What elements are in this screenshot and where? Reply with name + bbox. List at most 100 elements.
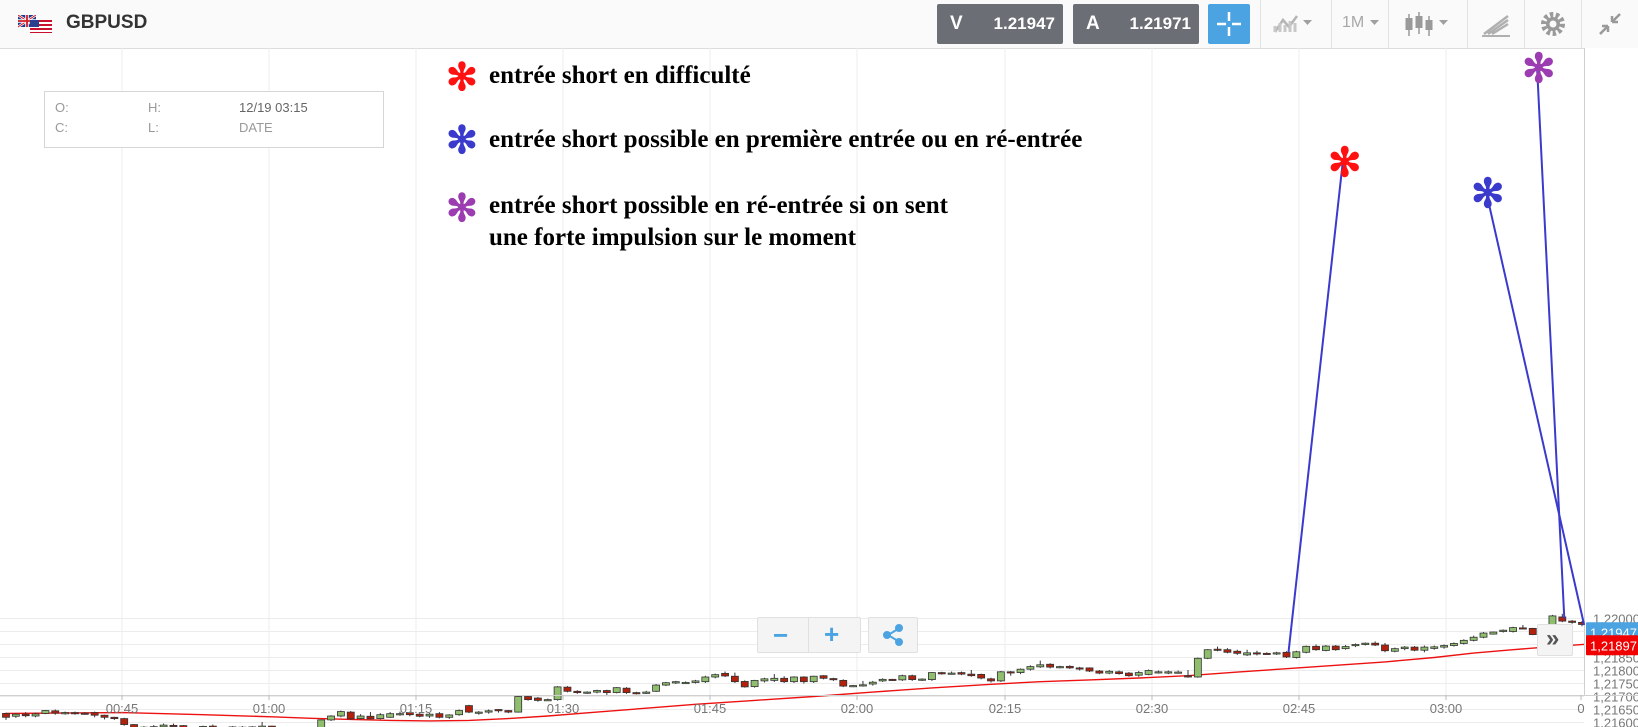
bull-candle-body xyxy=(317,719,326,727)
settings-button[interactable] xyxy=(1524,0,1581,48)
bear-candle-body xyxy=(1006,671,1015,674)
timeframe-select[interactable]: 1M xyxy=(1331,0,1388,48)
bull-candle-body xyxy=(671,681,680,684)
bear-candle-body xyxy=(977,674,986,679)
candle xyxy=(2,712,10,720)
bear-candle-body xyxy=(51,710,60,714)
candle xyxy=(1193,657,1202,678)
bull-candle-body xyxy=(445,714,454,718)
bull-candle-body xyxy=(1479,632,1488,638)
bull-candle-body xyxy=(1509,627,1517,632)
candle xyxy=(1450,642,1458,647)
candle xyxy=(1144,669,1153,676)
candle xyxy=(908,674,917,681)
candle xyxy=(967,669,976,677)
share-button[interactable] xyxy=(868,617,918,653)
candle xyxy=(1282,651,1291,659)
candle xyxy=(1095,669,1104,675)
x-tick-label: 02:30 xyxy=(1136,701,1169,716)
bull-candle-body xyxy=(868,681,877,685)
fullscreen-button[interactable] xyxy=(1581,0,1638,48)
bear-candle-body xyxy=(829,678,838,681)
chart-type-button[interactable] xyxy=(1388,0,1467,48)
y-tick-label: 1,21650 xyxy=(1593,703,1638,718)
bull-candle-body xyxy=(593,690,601,693)
candle xyxy=(1400,646,1409,651)
candle xyxy=(1459,639,1468,645)
blue-annotation-asterisk-icon: ✻ xyxy=(1471,170,1505,217)
bull-candle-body xyxy=(484,710,493,713)
bull-candle-body xyxy=(1420,646,1429,651)
candle xyxy=(1331,645,1340,651)
candle xyxy=(1390,647,1399,653)
sell-price: 1.21947 xyxy=(993,14,1055,33)
candle xyxy=(1410,646,1419,652)
candle xyxy=(1262,652,1271,655)
date-label: DATE xyxy=(239,120,273,135)
y-tick-label: 1,21750 xyxy=(1593,677,1638,692)
open-label: O: xyxy=(55,100,69,115)
bear-candle-body xyxy=(1125,672,1133,677)
x-tick-label: 01:15 xyxy=(400,701,433,716)
indicators-button[interactable] xyxy=(1260,0,1331,48)
sell-label: V xyxy=(950,13,963,34)
bull-candle-body xyxy=(514,696,523,713)
chevron-down-icon xyxy=(1370,20,1379,25)
purple-annotation-asterisk-icon: ✻ xyxy=(1522,48,1556,92)
candle xyxy=(1381,642,1389,653)
bear-candle-body xyxy=(839,679,848,687)
price-axis-background xyxy=(1584,48,1638,727)
bull-candle-body xyxy=(1322,645,1330,651)
candle xyxy=(799,676,808,684)
bear-candle-body xyxy=(90,712,99,716)
sell-button[interactable]: V 1.21947 xyxy=(937,4,1063,44)
candle xyxy=(327,715,335,721)
bear-candle-body xyxy=(524,696,532,701)
candle xyxy=(445,714,454,719)
bear-candle-body xyxy=(1115,671,1123,675)
bull-candle-body xyxy=(1164,671,1173,674)
zoom-in-button[interactable]: + xyxy=(824,619,840,649)
buy-button[interactable]: A 1.21971 xyxy=(1073,4,1199,44)
collapse-panel-button[interactable]: » xyxy=(1537,624,1573,656)
candle xyxy=(415,713,424,718)
candle xyxy=(731,672,739,683)
candle xyxy=(868,680,877,686)
candle xyxy=(1125,672,1133,677)
zoom-out-button[interactable]: − xyxy=(773,620,789,650)
candle xyxy=(396,711,404,716)
candle xyxy=(1174,670,1183,674)
bear-candle-body xyxy=(21,713,30,717)
candle xyxy=(819,675,828,680)
candle xyxy=(632,691,641,695)
double-chevron-right-icon: » xyxy=(1546,625,1560,652)
crosshair-button[interactable] xyxy=(1208,4,1250,44)
candles xyxy=(2,613,1638,727)
bull-candle-body xyxy=(1489,631,1498,635)
candle xyxy=(346,711,355,720)
bull-candle-body xyxy=(750,679,759,688)
purple-asterisk-icon: ✻ xyxy=(446,185,478,230)
legend-text-purple-1: entrée short possible en ré-entrée si on… xyxy=(489,192,948,219)
drawing-tools-button[interactable] xyxy=(1467,0,1524,48)
annotation-markers: ✻ ✻ ✻ xyxy=(1287,48,1586,653)
candle xyxy=(1085,667,1094,673)
candle xyxy=(622,687,631,694)
price-chart[interactable]: 1,220001,218501,218001,217501,217001,216… xyxy=(0,48,1638,727)
candle xyxy=(1065,665,1074,669)
x-tick-label: 01:45 xyxy=(694,701,727,716)
bear-candle-body xyxy=(1233,650,1242,654)
bear-candle-body xyxy=(1371,642,1380,646)
share-icon xyxy=(883,624,903,646)
bull-candle-body xyxy=(760,678,769,682)
candle xyxy=(169,723,178,727)
candle xyxy=(809,675,818,683)
bull-candle-body xyxy=(553,686,562,701)
instrument-symbol[interactable]: GBPUSD xyxy=(66,12,148,33)
buy-price: 1.21971 xyxy=(1129,14,1191,33)
bear-candle-body xyxy=(1184,675,1192,678)
candle xyxy=(563,686,572,693)
candle xyxy=(1479,632,1488,639)
red-asterisk-icon: ✻ xyxy=(446,54,478,99)
bull-candle-body xyxy=(1272,652,1281,655)
